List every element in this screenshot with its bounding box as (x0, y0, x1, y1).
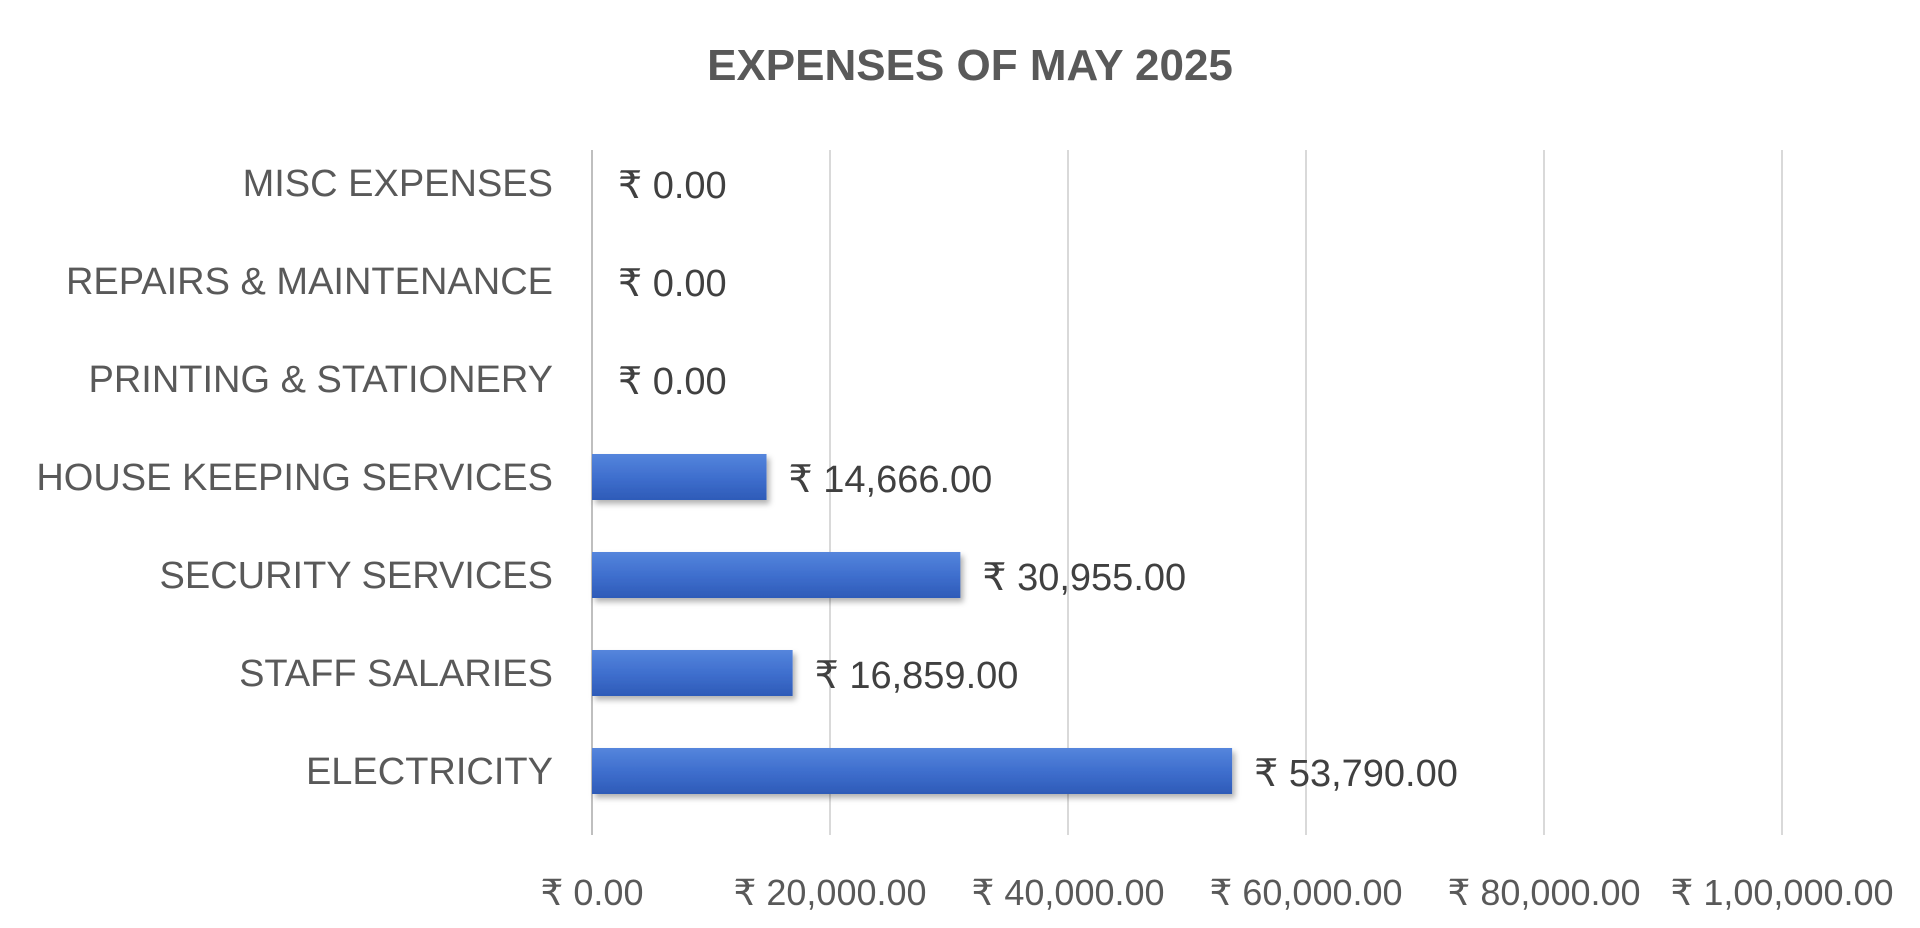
data-label: ₹ 16,859.00 (815, 655, 1019, 697)
category-label: HOUSE KEEPING SERVICES (36, 457, 553, 499)
x-tick-label: ₹ 0.00 (541, 872, 644, 913)
category-labels: MISC EXPENSES REPAIRS & MAINTENANCE PRINTI… (36, 163, 553, 793)
gridlines (591, 150, 1783, 835)
chart-title: EXPENSES OF MAY 2025 (707, 41, 1233, 90)
data-label: ₹ 0.00 (618, 361, 727, 403)
bar (592, 552, 961, 598)
value-labels: ₹ 0.00 ₹ 0.00 ₹ 0.00 ₹ 14,666.00 ₹ 30,955.00… (618, 165, 1458, 795)
category-label: PRINTING & STATIONERY (89, 359, 554, 401)
data-label: ₹ 0.00 (618, 263, 727, 305)
x-tick-label: ₹ 1,00,000.00 (1670, 872, 1893, 913)
x-tick-label: ₹ 80,000.00 (1447, 872, 1640, 913)
category-label: STAFF SALARIES (239, 653, 553, 695)
category-label: REPAIRS & MAINTENANCE (66, 261, 553, 303)
bar (592, 454, 767, 500)
category-label: ELECTRICITY (306, 751, 553, 793)
bars (592, 454, 1233, 794)
bar (592, 748, 1233, 794)
data-label: ₹ 53,790.00 (1254, 753, 1458, 795)
x-tick-label: ₹ 40,000.00 (971, 872, 1164, 913)
category-label: MISC EXPENSES (243, 163, 553, 205)
data-label: ₹ 30,955.00 (982, 557, 1186, 599)
bar (592, 650, 793, 696)
data-label: ₹ 14,666.00 (789, 459, 993, 501)
x-axis-tick-labels: ₹ 0.00 ₹ 20,000.00 ₹ 40,000.00 ₹ 60,000.00 ₹… (541, 872, 1894, 913)
data-label: ₹ 0.00 (618, 165, 727, 207)
x-tick-label: ₹ 60,000.00 (1209, 872, 1402, 913)
x-tick-label: ₹ 20,000.00 (733, 872, 926, 913)
category-label: SECURITY SERVICES (160, 555, 554, 597)
